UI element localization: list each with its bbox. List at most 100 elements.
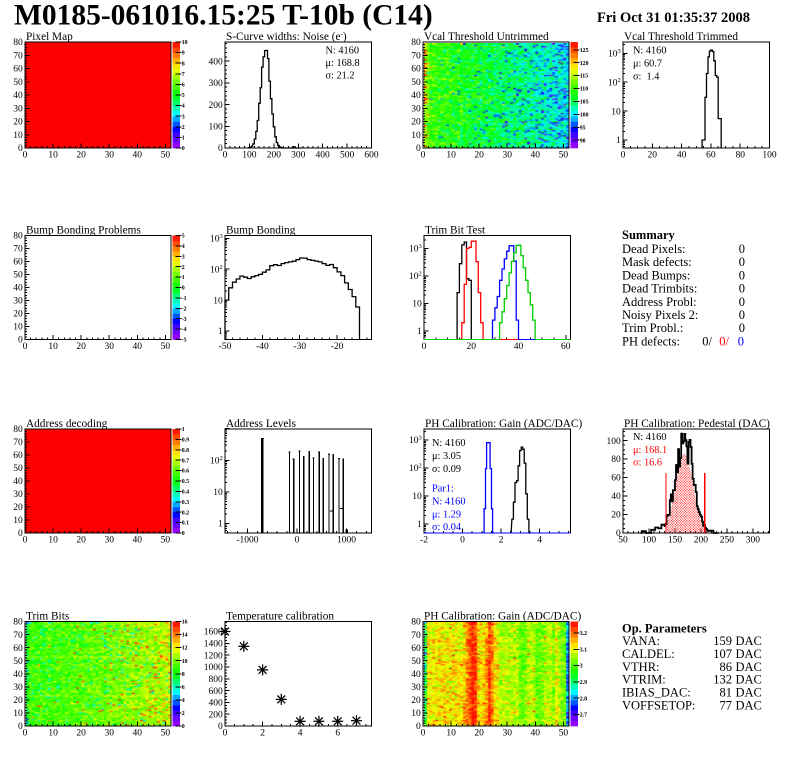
svg-text:-1000: -1000	[236, 536, 258, 546]
svg-text:1: 1	[182, 427, 185, 433]
svg-text:10: 10	[412, 300, 422, 310]
svg-text:μ: 60.7: μ: 60.7	[633, 59, 662, 70]
svg-text:2: 2	[182, 711, 185, 717]
svg-text:3.2: 3.2	[580, 631, 587, 637]
svg-text:Trim Bit Test: Trim Bit Test	[425, 225, 486, 237]
svg-text:0: 0	[218, 144, 223, 154]
svg-text:30: 30	[13, 683, 23, 693]
svg-text:102: 102	[608, 77, 621, 89]
svg-text:10: 10	[611, 107, 621, 117]
svg-text:-20: -20	[331, 342, 344, 352]
svg-text:10: 10	[213, 296, 223, 306]
svg-text:-50: -50	[219, 342, 232, 352]
svg-text:60: 60	[611, 474, 621, 484]
svg-text:50: 50	[559, 151, 569, 161]
svg-text:40: 40	[531, 729, 541, 739]
svg-text:-3: -3	[182, 317, 187, 323]
svg-text:VOFFSETOP:: VOFFSETOP:	[622, 699, 695, 713]
svg-text:10: 10	[48, 536, 58, 546]
svg-text:100: 100	[580, 112, 589, 118]
svg-text:VANA:: VANA:	[622, 634, 660, 648]
svg-text:81: 81	[720, 686, 733, 700]
svg-text:0: 0	[18, 722, 23, 732]
svg-text:20: 20	[474, 151, 484, 161]
svg-text:σ: 0.04: σ: 0.04	[432, 522, 461, 533]
svg-text:DAC: DAC	[736, 634, 762, 648]
svg-text:0.2: 0.2	[182, 510, 189, 516]
svg-text:10: 10	[48, 342, 58, 352]
svg-text:30: 30	[104, 342, 114, 352]
svg-text:6: 6	[182, 685, 185, 691]
svg-text:60: 60	[561, 342, 571, 352]
svg-text:N: 4160: N: 4160	[432, 438, 465, 449]
svg-text:M0185-061016.15:25 T-10b (C14): M0185-061016.15:25 T-10b (C14)	[14, 0, 433, 32]
svg-text:DAC: DAC	[736, 686, 762, 700]
svg-text:μ: 168.1: μ: 168.1	[633, 445, 667, 456]
svg-text:4: 4	[182, 698, 185, 704]
svg-text:0: 0	[23, 536, 28, 546]
svg-text:50: 50	[13, 271, 23, 281]
svg-text:VTHR:: VTHR:	[622, 660, 660, 674]
svg-text:1400: 1400	[204, 640, 223, 650]
svg-text:40: 40	[13, 284, 23, 294]
svg-text:16: 16	[182, 620, 188, 626]
svg-text:0: 0	[182, 531, 185, 537]
svg-text:Dead Pixels:: Dead Pixels:	[622, 242, 686, 256]
svg-text:S-Curve widths: Noise (e-): S-Curve widths: Noise (e-)	[226, 30, 347, 43]
svg-text:-5: -5	[182, 338, 187, 344]
svg-text:4: 4	[537, 536, 542, 546]
svg-text:2.8: 2.8	[580, 696, 587, 702]
svg-text:1: 1	[417, 327, 422, 337]
svg-text:4: 4	[298, 729, 303, 739]
svg-text:0: 0	[739, 308, 745, 322]
svg-text:5: 5	[182, 234, 185, 240]
svg-text:30: 30	[411, 104, 421, 114]
svg-text:102: 102	[210, 264, 223, 276]
svg-text:10: 10	[13, 709, 23, 719]
svg-text:0: 0	[616, 529, 621, 539]
svg-text:N: 4160: N: 4160	[633, 46, 666, 57]
svg-text:1200: 1200	[204, 651, 223, 661]
svg-text:10: 10	[412, 492, 422, 502]
svg-text:80: 80	[13, 232, 23, 242]
svg-text:PH defects:: PH defects:	[622, 334, 680, 348]
svg-text:70: 70	[13, 245, 23, 255]
svg-text:115: 115	[580, 74, 589, 80]
svg-text:159: 159	[713, 634, 732, 648]
svg-text:1: 1	[182, 136, 185, 142]
svg-text:2: 2	[182, 265, 185, 271]
svg-text:10: 10	[48, 729, 58, 739]
svg-text:20: 20	[648, 151, 658, 161]
svg-text:PH Calibration: Pedestal (DAC): PH Calibration: Pedestal (DAC)	[624, 418, 770, 430]
svg-text:500: 500	[340, 151, 355, 161]
svg-text:Summary: Summary	[622, 228, 676, 242]
svg-text:100: 100	[762, 151, 777, 161]
svg-text:0: 0	[182, 286, 185, 292]
svg-text:3.1: 3.1	[580, 647, 587, 653]
svg-text:40: 40	[611, 492, 621, 502]
svg-text:Bump Bonding: Bump Bonding	[226, 225, 296, 237]
svg-text:105: 105	[580, 100, 589, 106]
svg-text:120: 120	[580, 61, 589, 67]
svg-text:σ: 21.2: σ: 21.2	[326, 71, 355, 82]
svg-text:300: 300	[746, 536, 761, 546]
svg-text:σ: 0.09: σ: 0.09	[432, 464, 461, 475]
svg-text:60: 60	[13, 644, 23, 654]
svg-text:100: 100	[209, 122, 224, 132]
svg-text:102: 102	[409, 463, 422, 475]
svg-text:1: 1	[616, 136, 621, 146]
svg-text:10: 10	[446, 151, 456, 161]
svg-text:60: 60	[13, 65, 23, 75]
svg-text:0.1: 0.1	[182, 521, 189, 527]
svg-text:103: 103	[409, 243, 422, 255]
svg-text:DAC: DAC	[736, 660, 762, 674]
svg-text:50: 50	[161, 342, 171, 352]
svg-text:30: 30	[104, 536, 114, 546]
svg-text:40: 40	[133, 729, 143, 739]
svg-text:30: 30	[13, 297, 23, 307]
svg-text:600: 600	[209, 687, 224, 697]
svg-text:CALDEL:: CALDEL:	[622, 647, 675, 661]
svg-text:80: 80	[611, 455, 621, 465]
svg-text:20: 20	[467, 342, 477, 352]
svg-text:Pixel Map: Pixel Map	[26, 31, 73, 43]
